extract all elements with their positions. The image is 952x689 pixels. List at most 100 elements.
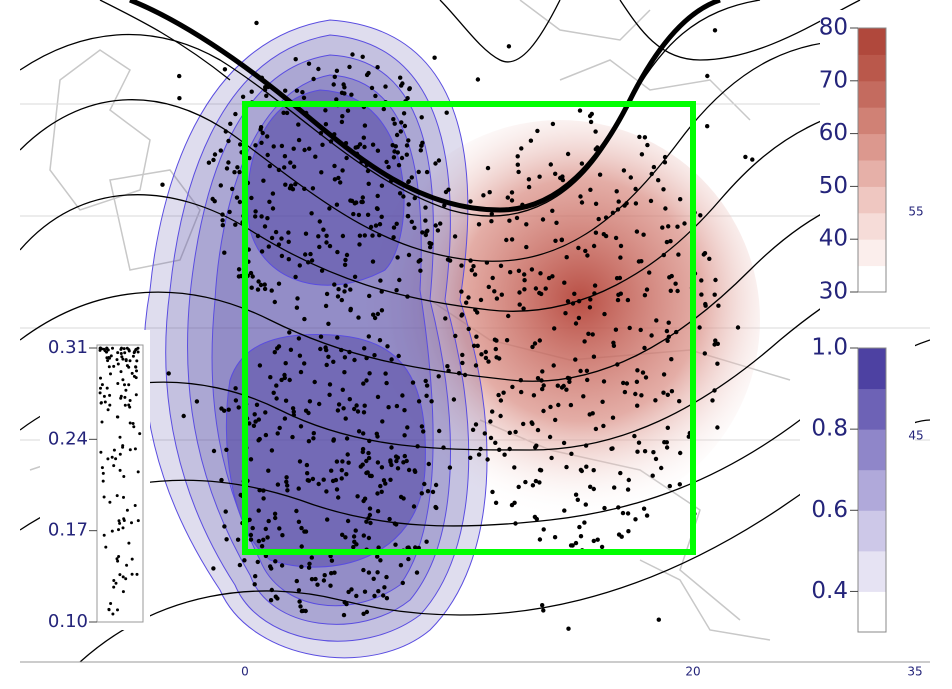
stipple-dot: [248, 532, 254, 538]
stipple-dot: [181, 413, 186, 419]
stipple-dot: [406, 556, 411, 562]
stipple-dot: [226, 138, 231, 144]
stipple-dot: [637, 134, 642, 140]
key-dot: [103, 400, 107, 404]
stipple-dot: [376, 589, 381, 594]
stipple-dot: [573, 357, 578, 362]
stipple-dot: [309, 577, 315, 582]
stipple-dot: [310, 186, 316, 191]
stipple-dot: [394, 288, 399, 293]
key-dot: [109, 372, 112, 376]
stipple-dot: [302, 147, 307, 153]
key-dot: [116, 362, 120, 366]
stipple-dot: [261, 178, 266, 183]
stipple-dot: [668, 288, 673, 293]
stipple-dot: [388, 477, 393, 482]
stipple-dot: [382, 585, 387, 590]
stipple-dot: [616, 532, 622, 537]
stipple-dot: [365, 168, 371, 174]
stipple-dot: [267, 199, 272, 204]
stipple-dot: [224, 166, 230, 171]
stipple-dot: [384, 159, 389, 165]
key-dot: [115, 358, 119, 362]
key-dot: [114, 581, 118, 585]
key-dot: [102, 394, 106, 398]
stipple-dot: [303, 529, 309, 534]
stipple-dot: [715, 425, 720, 430]
stipple-dot: [405, 425, 410, 430]
stipple-dot: [616, 505, 621, 510]
stipple-dot: [253, 209, 258, 214]
stipple-dot: [304, 462, 310, 468]
stipple-dot: [302, 186, 307, 191]
key-dot: [133, 447, 137, 451]
stipple-dot: [426, 461, 431, 467]
stipple-dot: [360, 446, 366, 452]
stipple-dot: [311, 431, 316, 436]
stipple-dot: [522, 272, 527, 277]
stipple-dot: [339, 297, 344, 303]
stipple-dot: [383, 371, 388, 376]
stipple-dot: [471, 343, 477, 348]
stipple-dot: [302, 361, 307, 366]
stipple-dot: [349, 587, 354, 592]
stipple-dot: [524, 244, 529, 250]
key-dot: [117, 519, 121, 523]
stipple-dot: [257, 363, 263, 368]
stipple-dot: [702, 351, 707, 356]
stipple-dot: [530, 344, 535, 350]
stipple-dot: [644, 513, 650, 518]
stipple-dot: [443, 316, 448, 321]
stipple-dot: [299, 564, 304, 569]
stipple-dot: [283, 361, 288, 366]
stipple-dot: [584, 464, 589, 469]
stipple-dot: [272, 511, 278, 516]
stipple-dot: [615, 362, 620, 367]
key-dot: [116, 559, 120, 563]
key-dot: [108, 500, 112, 504]
stipple-dot: [471, 264, 476, 269]
stipple-dot: [442, 203, 447, 208]
stipple-dot: [336, 175, 341, 181]
stipple-dot: [384, 596, 390, 601]
stipple-dot: [507, 218, 512, 223]
stipple-dot: [398, 563, 404, 568]
stipple-dot: [561, 383, 566, 389]
stipple-dot: [309, 555, 314, 560]
stipple-dot: [406, 252, 412, 258]
stipple-dot: [554, 220, 559, 225]
stipple-dot: [469, 268, 474, 273]
stipple-dot: [475, 77, 481, 82]
stipple-dot: [222, 250, 227, 255]
stipple-dot: [389, 445, 394, 450]
stipple-dot: [384, 574, 389, 580]
stipple-dot: [256, 538, 262, 544]
stipple-dot: [588, 484, 593, 489]
stipple-dot: [324, 347, 329, 353]
stipple-dot: [386, 405, 391, 410]
stipple-dot: [526, 177, 532, 182]
stipple-dot: [297, 353, 303, 358]
stipple-dot: [713, 338, 718, 343]
stipple-dot: [352, 539, 357, 544]
stipple-dot: [533, 478, 539, 484]
stipple-dot: [288, 347, 294, 352]
stipple-dot: [406, 138, 411, 143]
stipple-dot: [219, 406, 224, 411]
stipple-dot: [274, 396, 279, 401]
stipple-dot: [639, 259, 644, 264]
stipple-dot: [673, 281, 678, 286]
key-dot: [132, 374, 136, 378]
stipple-dot: [573, 321, 579, 326]
key-dot: [131, 422, 135, 425]
stipple-dot: [633, 391, 638, 397]
stipple-dot: [701, 252, 706, 257]
stipple-dot: [226, 407, 231, 412]
stipple-dot: [350, 52, 355, 57]
stipple-dot: [346, 460, 351, 465]
stipple-dot: [490, 409, 495, 414]
stipple-dot: [429, 399, 434, 404]
stipple-dot: [383, 481, 388, 486]
key-dot: [100, 383, 104, 387]
stipple-dot: [230, 186, 235, 192]
